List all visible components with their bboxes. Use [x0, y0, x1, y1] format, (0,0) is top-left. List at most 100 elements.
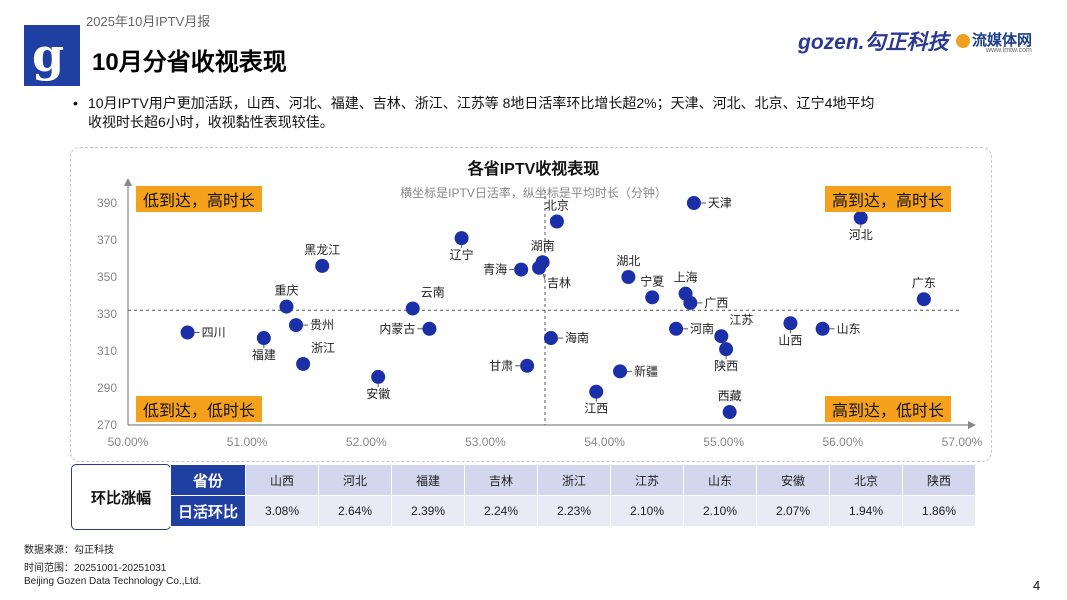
y-tick-label: 350: [97, 270, 117, 284]
point-label: 天津: [708, 196, 732, 210]
change-cell: 2.10%: [610, 495, 684, 527]
province-cell: 浙江: [537, 464, 611, 496]
point-label: 广西: [704, 296, 728, 310]
change-cell: 2.07%: [756, 495, 830, 527]
lmtw-brand-logo: 流媒体网: [956, 29, 1032, 50]
gozen-logo-icon: g: [24, 25, 80, 86]
province-cell: 河北: [318, 464, 392, 496]
data-point: [645, 290, 660, 305]
province-cell: 山东: [683, 464, 757, 496]
data-point: [279, 299, 294, 314]
point-label: 吉林: [547, 276, 571, 290]
point-label: 湖北: [616, 253, 640, 268]
footer-period: 时间范围：20251001-20251031: [24, 563, 167, 574]
data-point: [853, 210, 868, 225]
point-label: 甘肃: [489, 359, 513, 373]
x-tick-label: 50.00%: [108, 435, 149, 449]
data-point: [405, 301, 420, 316]
quadrant-label-bottom-right: 高到达，低时长: [825, 396, 952, 422]
row-header-change: 日活环比: [170, 495, 246, 527]
data-point: [621, 270, 636, 284]
lmtw-brand-url: www.lmtw.com: [986, 47, 1032, 54]
point-label: 西藏: [718, 389, 742, 403]
x-tick-label: 53.00%: [465, 435, 506, 449]
data-point: [613, 364, 628, 379]
change-cell: 1.94%: [829, 495, 903, 527]
point-label: 内蒙古: [379, 321, 415, 336]
y-tick-label: 370: [97, 233, 117, 247]
province-cell: 江苏: [610, 464, 684, 496]
data-point: [714, 329, 729, 344]
data-point: [371, 369, 386, 384]
point-label: 上海: [674, 270, 698, 285]
province-cell: 福建: [391, 464, 465, 496]
footer-company: Beijing Gozen Data Technology Co.,Ltd.: [24, 576, 202, 587]
footer-source: 数据来源：勾正科技: [24, 545, 114, 556]
province-cell: 陕西: [902, 464, 976, 496]
x-axis-arrow-icon: [968, 421, 976, 429]
lmtw-brand-name: 流媒体网: [972, 32, 1033, 49]
change-cell: 3.08%: [245, 495, 319, 527]
bullet-icon: •: [73, 95, 78, 111]
point-label: 重庆: [274, 284, 298, 298]
point-label: 河南: [690, 321, 714, 336]
data-point: [514, 262, 529, 277]
data-point: [315, 258, 330, 273]
data-point: [783, 316, 798, 331]
point-label: 贵州: [310, 318, 334, 332]
page-number: 4: [1033, 578, 1041, 593]
data-point: [296, 356, 311, 371]
point-label: 浙江: [311, 341, 335, 355]
data-point: [815, 321, 830, 336]
point-label: 四川: [202, 326, 226, 340]
x-tick-label: 56.00%: [823, 435, 864, 449]
change-cell: 2.39%: [391, 495, 465, 527]
point-label: 黑龙江: [304, 243, 340, 257]
y-axis-arrow-icon: [124, 178, 132, 186]
point-label: 云南: [421, 284, 445, 299]
data-point: [686, 196, 701, 210]
data-point: [256, 331, 271, 346]
x-tick-label: 57.00%: [942, 435, 983, 449]
quadrant-label-top-right: 高到达，高时长: [825, 186, 952, 212]
data-point: [589, 384, 604, 399]
point-label: 河北: [849, 228, 873, 242]
label-leader-line: [542, 273, 546, 280]
change-cell: 2.24%: [464, 495, 538, 527]
data-point: [543, 331, 558, 346]
data-point: [532, 260, 547, 275]
data-point: [454, 231, 469, 246]
point-label: 江苏: [729, 313, 753, 327]
province-cell: 安徽: [756, 464, 830, 496]
data-point: [683, 295, 698, 310]
point-label: 山东: [837, 322, 861, 336]
table-side-label: 环比涨幅: [71, 464, 171, 530]
x-tick-label: 55.00%: [703, 435, 744, 449]
data-point: [722, 405, 737, 420]
quadrant-label-top-left: 低到达，高时长: [136, 186, 263, 212]
y-tick-label: 330: [97, 307, 117, 321]
point-label: 海南: [565, 330, 589, 345]
change-cell: 1.86%: [902, 495, 976, 527]
summary-bullet: • 10月IPTV用户更加活跃，山西、河北、福建、吉林、浙江、江苏等 8地日活率…: [73, 94, 988, 132]
data-point: [916, 292, 931, 307]
quadrant-label-bottom-left: 低到达，低时长: [136, 396, 263, 422]
chart-title: 各省IPTV收视表现: [467, 161, 600, 178]
point-label: 新疆: [634, 363, 658, 378]
gozen-brand-logo: gozen.勾正科技: [798, 31, 949, 54]
daily-active-change-table: 省份 山西 河北 福建 吉林 浙江 江苏 山东 安徽 北京 陕西 日活环比 3.…: [170, 464, 976, 527]
data-point: [288, 318, 303, 333]
point-label: 青海: [483, 262, 507, 277]
page-title: 10月分省收视表现: [92, 49, 287, 76]
point-label: 江西: [584, 402, 608, 416]
data-point: [669, 321, 684, 336]
row-header-province: 省份: [170, 464, 246, 496]
table-row: 省份 山西 河北 福建 吉林 浙江 江苏 山东 安徽 北京 陕西: [170, 464, 976, 496]
y-tick-label: 270: [97, 418, 117, 432]
data-point: [180, 325, 195, 340]
province-cell: 北京: [829, 464, 903, 496]
data-point: [422, 321, 437, 336]
point-label: 辽宁: [450, 247, 474, 262]
point-label: 陕西: [714, 358, 738, 373]
